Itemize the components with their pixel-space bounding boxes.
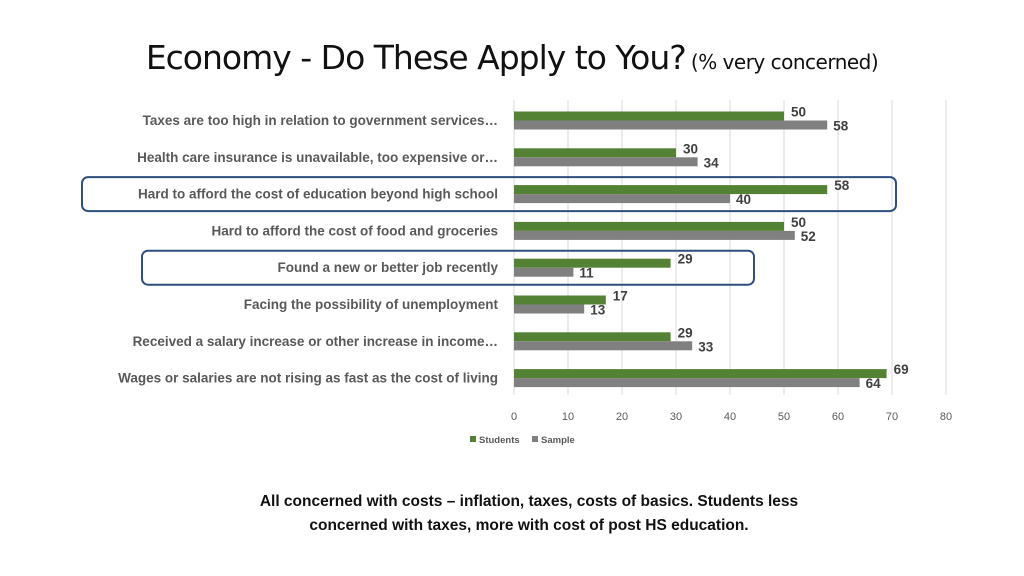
caption-line-1: All concerned with costs – inflation, ta…	[259, 493, 799, 510]
legend-swatch	[470, 436, 476, 442]
data-label-students: 50	[791, 215, 806, 230]
data-label-students: 29	[678, 325, 693, 340]
data-label-students: 58	[834, 178, 850, 193]
legend-swatch	[532, 436, 538, 442]
x-tick-label: 50	[778, 411, 790, 423]
bar-students	[514, 148, 676, 158]
data-label-students: 69	[894, 362, 909, 377]
slide-title-subtitle: (% very concerned)	[690, 50, 879, 74]
x-tick-label: 20	[616, 411, 628, 423]
highlight-box	[141, 249, 755, 286]
bar-students	[514, 185, 828, 195]
category-label: Facing the possibility of unemployment	[244, 297, 499, 312]
x-tick-label: 80	[940, 411, 952, 423]
x-tick-label: 70	[886, 411, 898, 423]
bar-sample	[514, 378, 860, 388]
category-label: Taxes are too high in relation to govern…	[143, 113, 498, 128]
data-label-sample: 64	[866, 376, 882, 391]
data-label-students: 50	[791, 105, 806, 120]
category-label: Received a salary increase or other incr…	[133, 334, 498, 349]
data-label-sample: 40	[736, 192, 751, 207]
caption-line-2: concerned with taxes, more with cost of …	[309, 517, 749, 534]
bar-sample	[514, 120, 828, 130]
data-label-sample: 34	[704, 155, 720, 170]
x-tick-label: 0	[511, 411, 517, 423]
legend-label: Students	[479, 435, 520, 446]
slide-title: Economy - Do These Apply to You? (% very…	[0, 38, 1024, 77]
category-label: Wages or salaries are not rising as fast…	[118, 371, 498, 386]
category-label: Hard to afford the cost of education bey…	[138, 187, 498, 202]
bar-sample	[514, 341, 693, 351]
data-label-students: 29	[678, 252, 693, 267]
bar-students	[514, 295, 606, 305]
data-label-students: 30	[683, 141, 698, 156]
x-tick-label: 30	[670, 411, 682, 423]
data-label-sample: 33	[698, 339, 714, 354]
bar-sample	[514, 194, 730, 204]
bar-students	[514, 221, 784, 231]
category-label: Hard to afford the cost of food and groc…	[211, 223, 498, 238]
bar-students	[514, 258, 671, 268]
bar-sample	[514, 304, 585, 314]
data-label-sample: 52	[801, 229, 816, 244]
x-tick-label: 40	[724, 411, 736, 423]
data-label-sample: 13	[590, 303, 606, 318]
bar-sample	[514, 157, 698, 167]
highlight-box	[81, 176, 897, 213]
bar-chart: Taxes are too high in relation to govern…	[81, 100, 952, 446]
slide-caption: All concerned with costs – inflation, ta…	[214, 490, 844, 538]
data-label-sample: 11	[579, 266, 594, 281]
data-label-sample: 58	[833, 119, 849, 134]
category-label: Found a new or better job recently	[277, 260, 498, 275]
x-tick-label: 10	[562, 411, 574, 423]
legend-label: Sample	[541, 435, 575, 446]
x-tick-label: 60	[832, 411, 844, 423]
data-label-students: 17	[613, 289, 628, 304]
bar-sample	[514, 267, 574, 277]
bar-students	[514, 111, 784, 121]
slide-title-main: Economy - Do These Apply to You?	[145, 38, 687, 77]
bar-students	[514, 369, 887, 379]
bar-sample	[514, 230, 795, 240]
bar-students	[514, 332, 671, 342]
category-label: Health care insurance is unavailable, to…	[137, 150, 498, 165]
